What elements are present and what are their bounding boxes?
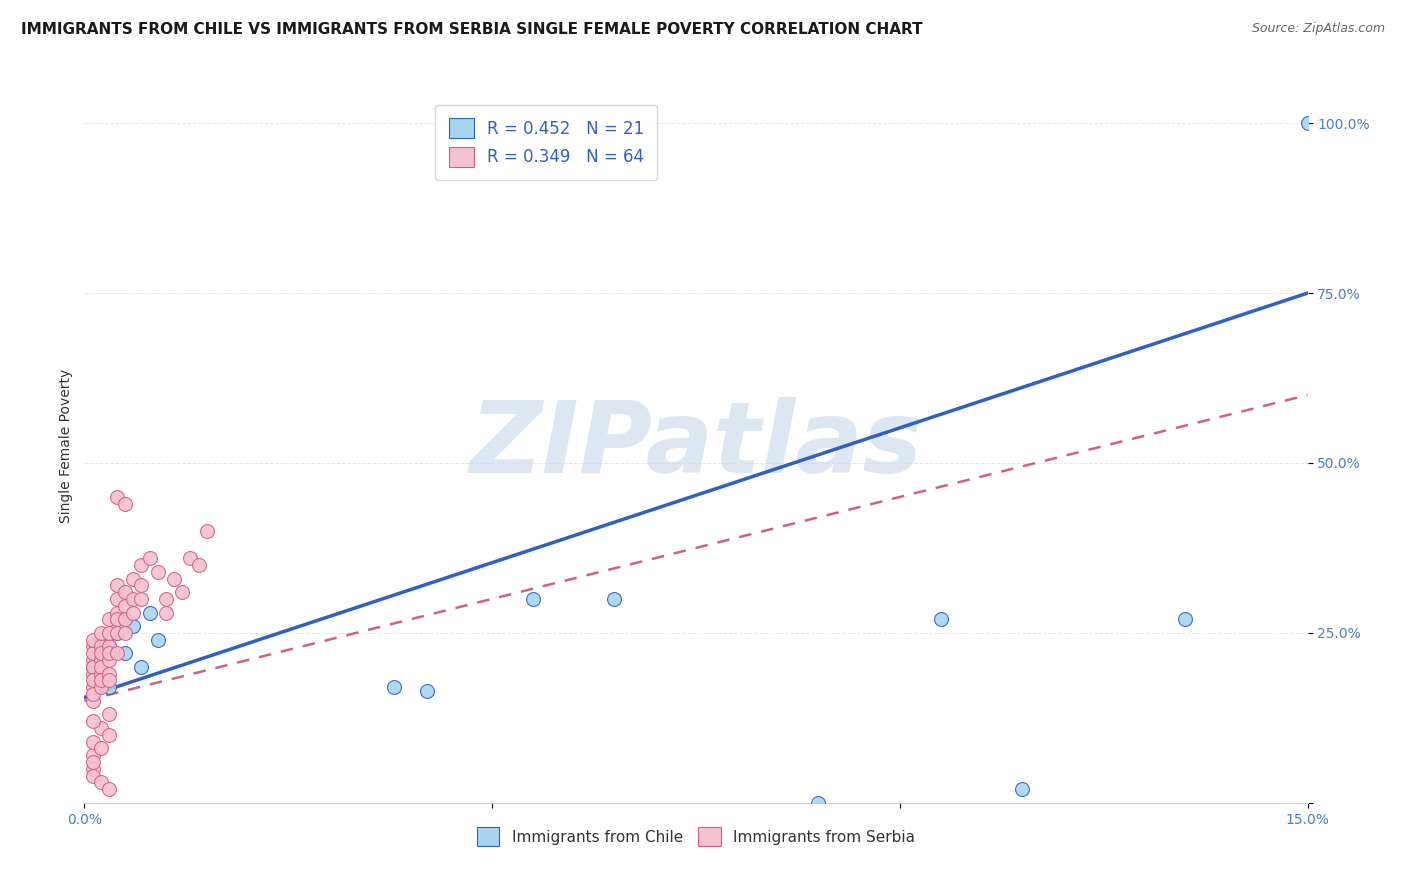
Point	[131, 591, 153, 606]
Point	[97, 640, 120, 654]
Point	[82, 673, 104, 688]
Point	[90, 646, 112, 660]
Point	[82, 734, 104, 748]
Point	[122, 591, 145, 606]
Point	[82, 755, 104, 769]
Point	[97, 640, 120, 654]
Point	[131, 558, 153, 572]
Point	[105, 626, 128, 640]
Point	[90, 680, 112, 694]
Point	[82, 632, 104, 647]
Point	[105, 626, 128, 640]
Point	[105, 606, 128, 620]
Point	[105, 612, 128, 626]
Point	[522, 591, 544, 606]
Point	[138, 551, 160, 566]
Point	[187, 558, 209, 572]
Point	[131, 660, 153, 674]
Point	[97, 666, 120, 681]
Point	[105, 591, 128, 606]
Point	[114, 612, 136, 626]
Y-axis label: Single Female Poverty: Single Female Poverty	[59, 369, 73, 523]
Point	[82, 687, 104, 701]
Point	[929, 612, 952, 626]
Point	[82, 748, 104, 763]
Point	[122, 619, 145, 633]
Point	[1174, 612, 1197, 626]
Point	[82, 660, 104, 674]
Point	[97, 680, 120, 694]
Point	[114, 612, 136, 626]
Point	[1296, 116, 1319, 130]
Point	[82, 680, 104, 694]
Point	[416, 683, 439, 698]
Point	[146, 632, 169, 647]
Point	[82, 666, 104, 681]
Point	[97, 782, 120, 797]
Point	[195, 524, 218, 538]
Point	[105, 490, 128, 504]
Point	[603, 591, 626, 606]
Point	[122, 572, 145, 586]
Point	[163, 572, 186, 586]
Point	[90, 660, 112, 674]
Point	[155, 591, 177, 606]
Point	[97, 728, 120, 742]
Point	[114, 599, 136, 613]
Point	[1011, 782, 1033, 797]
Point	[82, 660, 104, 674]
Point	[82, 762, 104, 776]
Point	[82, 694, 104, 708]
Text: IMMIGRANTS FROM CHILE VS IMMIGRANTS FROM SERBIA SINGLE FEMALE POVERTY CORRELATIO: IMMIGRANTS FROM CHILE VS IMMIGRANTS FROM…	[21, 22, 922, 37]
Point	[82, 640, 104, 654]
Point	[807, 796, 830, 810]
Point	[82, 769, 104, 783]
Point	[146, 565, 169, 579]
Point	[82, 646, 104, 660]
Point	[155, 606, 177, 620]
Point	[97, 626, 120, 640]
Point	[97, 646, 120, 660]
Point	[90, 673, 112, 688]
Point	[90, 775, 112, 789]
Point	[90, 721, 112, 735]
Point	[382, 680, 405, 694]
Point	[138, 606, 160, 620]
Point	[131, 578, 153, 592]
Point	[90, 626, 112, 640]
Point	[172, 585, 194, 599]
Point	[114, 585, 136, 599]
Text: Source: ZipAtlas.com: Source: ZipAtlas.com	[1251, 22, 1385, 36]
Point	[97, 612, 120, 626]
Point	[90, 666, 112, 681]
Point	[82, 653, 104, 667]
Legend: Immigrants from Chile, Immigrants from Serbia: Immigrants from Chile, Immigrants from S…	[471, 822, 921, 852]
Point	[97, 673, 120, 688]
Point	[105, 578, 128, 592]
Point	[105, 646, 128, 660]
Point	[90, 640, 112, 654]
Point	[90, 646, 112, 660]
Point	[90, 741, 112, 756]
Point	[114, 626, 136, 640]
Point	[114, 646, 136, 660]
Point	[82, 714, 104, 729]
Point	[90, 673, 112, 688]
Text: ZIPatlas: ZIPatlas	[470, 398, 922, 494]
Point	[179, 551, 201, 566]
Point	[90, 653, 112, 667]
Point	[122, 606, 145, 620]
Point	[114, 497, 136, 511]
Point	[97, 653, 120, 667]
Point	[97, 707, 120, 722]
